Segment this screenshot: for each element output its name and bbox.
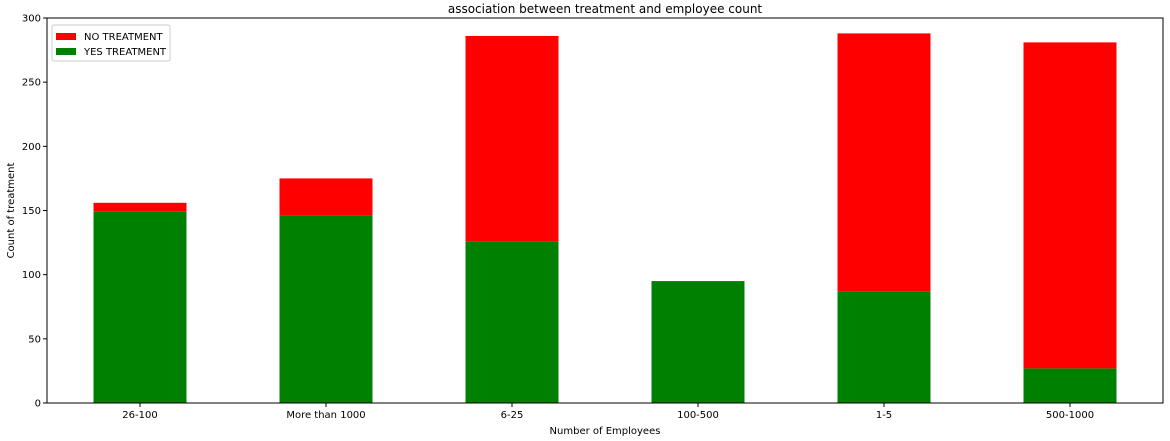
bar-yes-treatment-500-1000 bbox=[1023, 368, 1117, 403]
y-tick-label: 50 bbox=[28, 334, 41, 345]
plot-frame bbox=[46, 17, 1164, 404]
y-tick-label: 250 bbox=[22, 78, 41, 89]
y-tick-label: 100 bbox=[22, 270, 41, 281]
bar-yes-treatment-6-25 bbox=[465, 241, 559, 403]
y-axis-label: Count of treatment bbox=[6, 162, 17, 258]
y-tick-label: 300 bbox=[22, 14, 41, 25]
y-tick-label: 150 bbox=[22, 206, 41, 217]
bar-no-treatment-500-1000 bbox=[1023, 42, 1117, 369]
x-axis: 26-100 More than 1000 6-25 100-500 1-5 500-10… bbox=[122, 403, 1094, 421]
chart-title: association between treatment and employ… bbox=[448, 2, 763, 16]
bar-yes-treatment-100-500 bbox=[651, 281, 745, 403]
bar-yes-treatment-1-5 bbox=[837, 291, 931, 403]
legend-swatch-no-treatment bbox=[56, 33, 76, 40]
x-tick-label: 100-500 bbox=[677, 410, 719, 421]
y-tick-label: 200 bbox=[22, 142, 41, 153]
x-tick-label: 1-5 bbox=[876, 410, 892, 421]
legend-label-no-treatment: NO TREATMENT bbox=[84, 32, 164, 43]
bar-no-treatment-1-5 bbox=[837, 33, 931, 292]
bar-yes-treatment-more-than-1000 bbox=[279, 215, 373, 403]
bar-yes-treatment-26-100 bbox=[93, 211, 187, 403]
bar-no-treatment-26-100 bbox=[93, 202, 187, 212]
y-axis: 0 50 100 150 200 250 300 bbox=[22, 14, 47, 410]
legend-box bbox=[51, 24, 171, 62]
x-tick-label: 26-100 bbox=[122, 410, 157, 421]
x-tick-label: 500-1000 bbox=[1046, 410, 1094, 421]
y-tick-label: 0 bbox=[35, 399, 41, 410]
x-axis-label: Number of Employees bbox=[550, 426, 661, 437]
bars-group bbox=[93, 33, 1117, 403]
bar-no-treatment-more-than-1000 bbox=[279, 178, 373, 216]
legend-swatch-yes-treatment bbox=[56, 48, 76, 55]
bar-no-treatment-6-25 bbox=[465, 35, 559, 242]
x-tick-label: 6-25 bbox=[501, 410, 524, 421]
legend-label-yes-treatment: YES TREATMENT bbox=[83, 47, 167, 58]
x-tick-label: More than 1000 bbox=[286, 410, 365, 421]
legend: NO TREATMENT YES TREATMENT bbox=[51, 24, 171, 62]
